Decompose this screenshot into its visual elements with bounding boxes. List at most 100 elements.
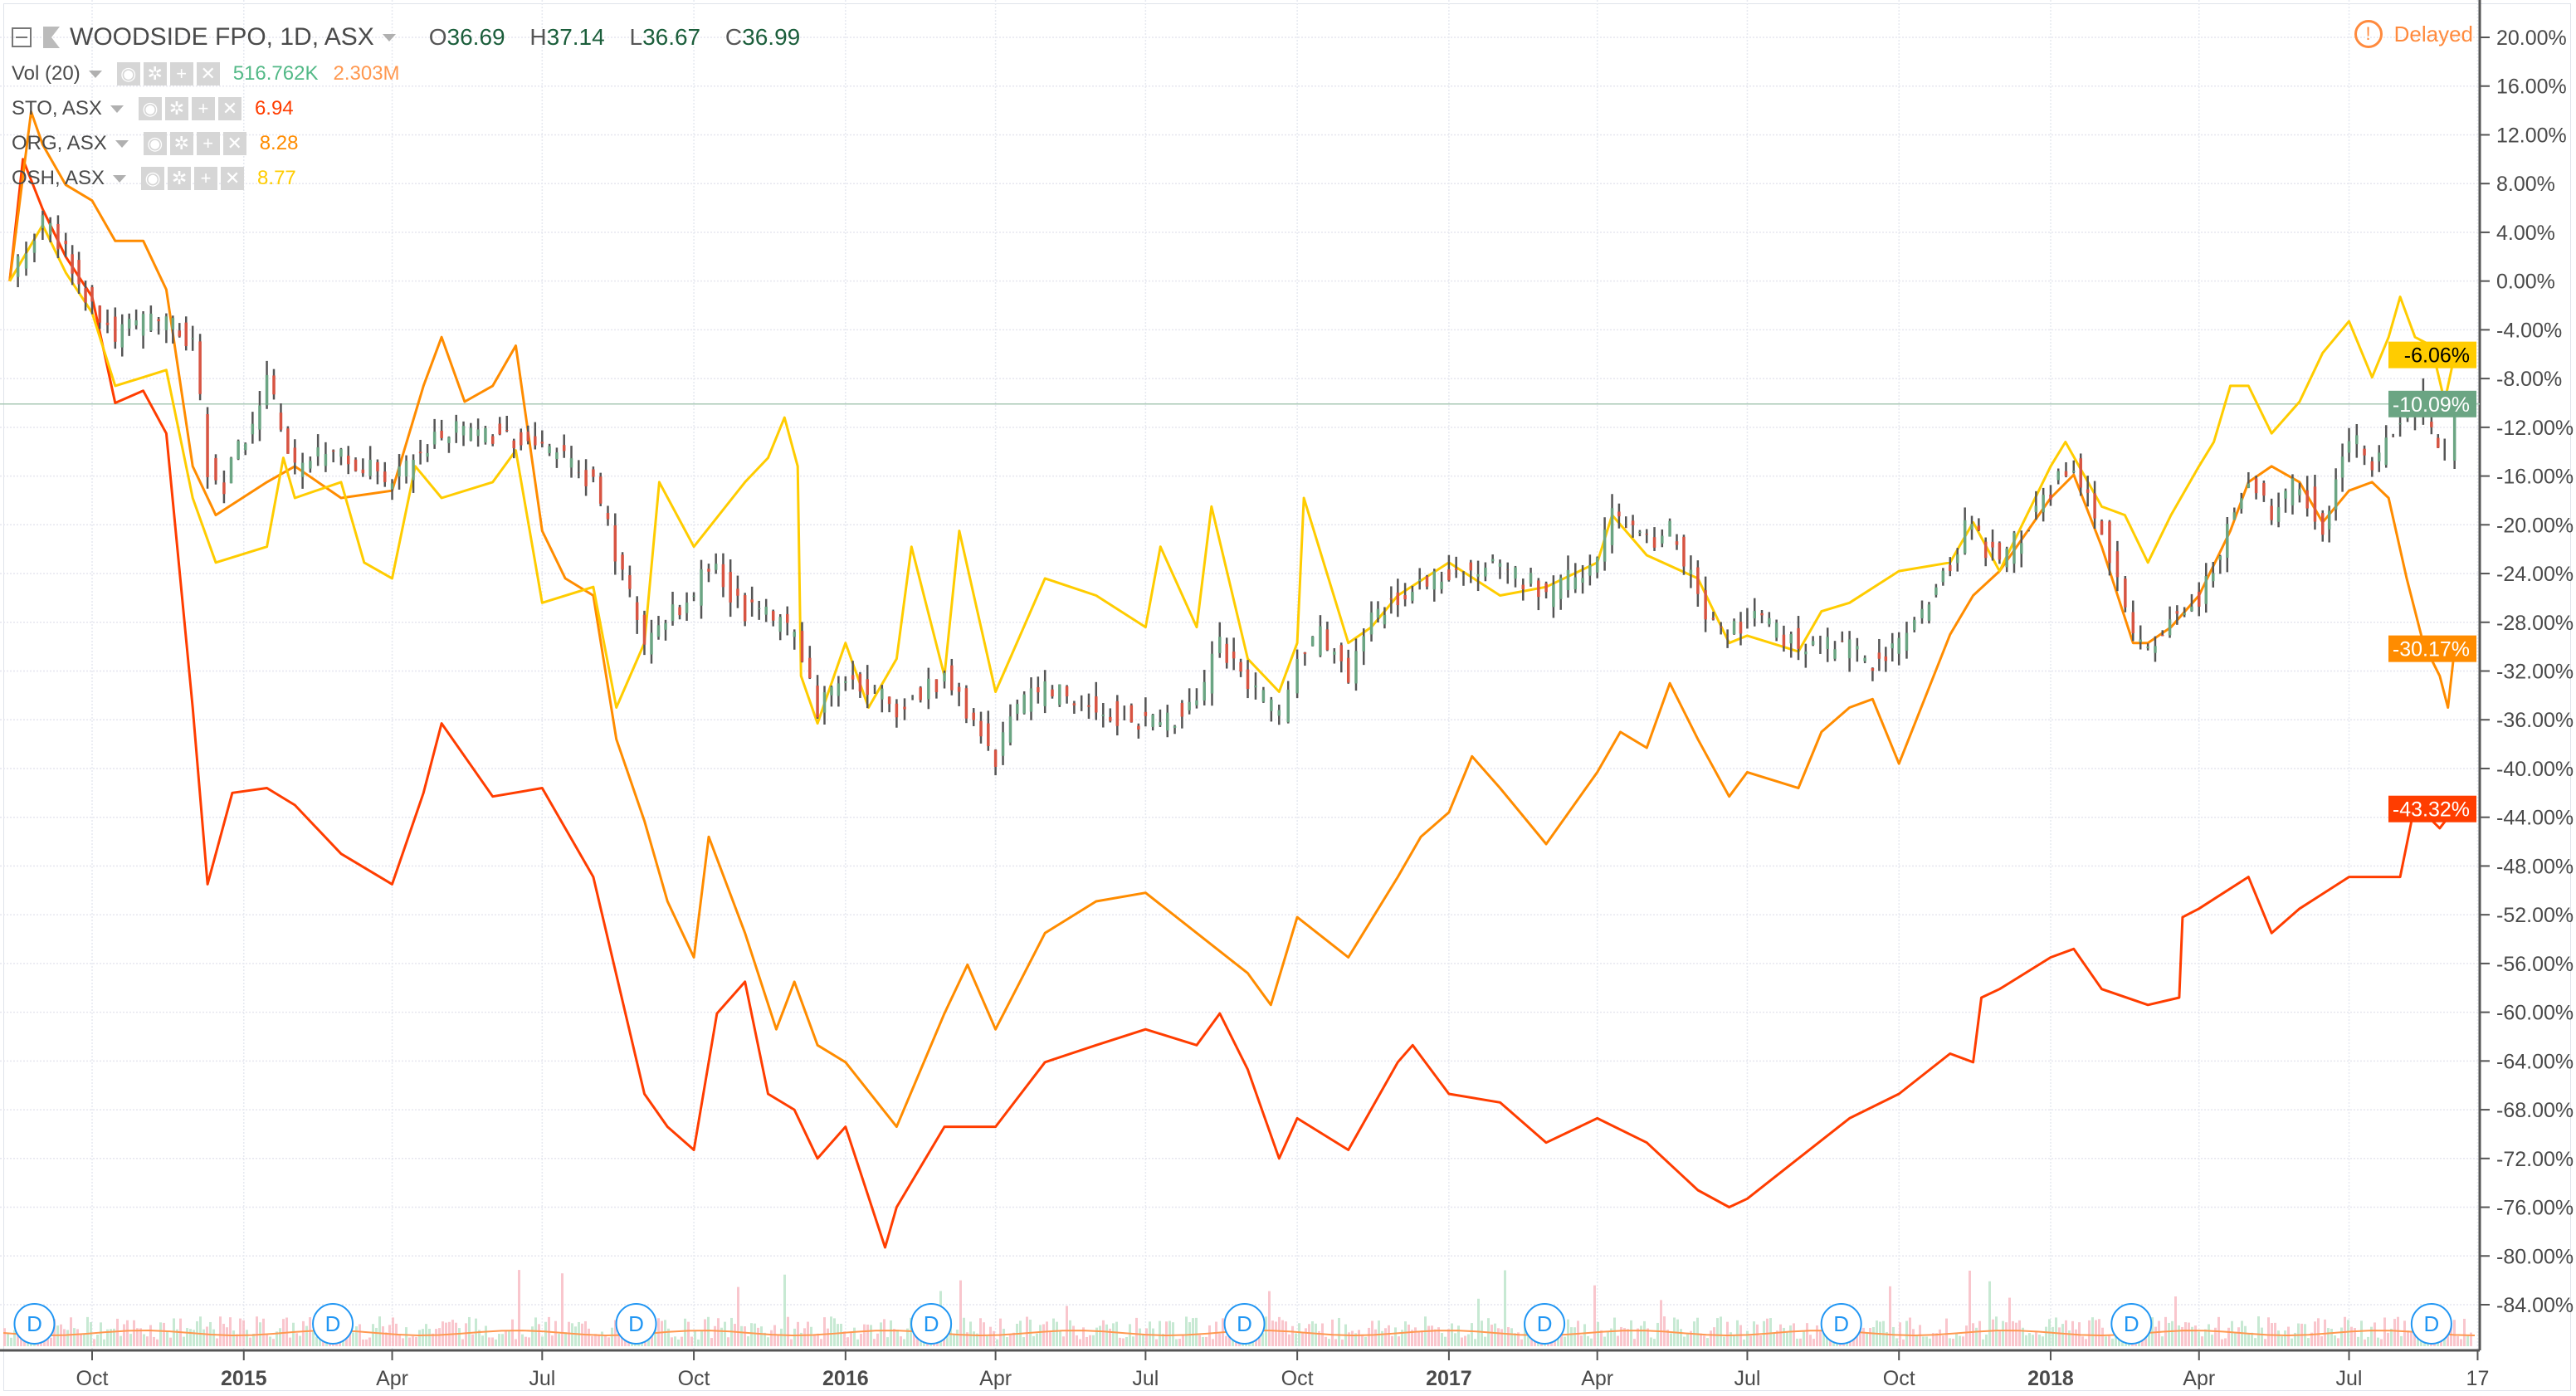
- close-value: 36.99: [742, 24, 801, 50]
- dividend-marker[interactable]: [13, 1303, 56, 1345]
- volume-bar: [843, 1331, 846, 1346]
- volume-bar: [1716, 1318, 1719, 1346]
- dividend-marker-label[interactable]: D: [628, 1311, 644, 1336]
- eye-icon[interactable]: ◉: [143, 132, 167, 155]
- legend-row: STO, ASX ◉ ✲ + ✕ 6.94: [12, 91, 818, 126]
- dividend-marker-label[interactable]: D: [1833, 1311, 1849, 1336]
- dividend-marker[interactable]: [312, 1303, 354, 1345]
- plus-icon[interactable]: +: [196, 132, 220, 155]
- volume-bar: [438, 1328, 441, 1346]
- dividend-marker-label[interactable]: D: [325, 1311, 341, 1336]
- volume-bar: [418, 1330, 421, 1346]
- eye-icon[interactable]: ◉: [138, 97, 162, 120]
- legend-label[interactable]: STO, ASX: [12, 97, 102, 120]
- eye-icon[interactable]: ◉: [116, 62, 140, 85]
- dividend-marker-label[interactable]: D: [27, 1311, 42, 1336]
- dividend-marker[interactable]: [2410, 1303, 2452, 1345]
- legend-label[interactable]: ORG, ASX: [12, 132, 107, 154]
- y-tick-label: -8.00%: [2496, 368, 2562, 391]
- volume-bar: [1736, 1320, 1739, 1346]
- volume-bar: [1723, 1336, 1725, 1346]
- chevron-down-icon[interactable]: [115, 139, 129, 148]
- gear-icon[interactable]: ✲: [143, 62, 167, 85]
- series-line-sto[interactable]: [8, 158, 2456, 1249]
- close-icon[interactable]: ✕: [222, 132, 246, 155]
- dividend-marker[interactable]: [2110, 1303, 2153, 1345]
- close-icon[interactable]: ✕: [196, 62, 220, 85]
- dividend-marker-label[interactable]: D: [924, 1311, 939, 1336]
- dividend-marker[interactable]: [1524, 1303, 1566, 1345]
- close-icon[interactable]: ✕: [217, 97, 242, 120]
- volume-bar: [607, 1337, 610, 1346]
- volume-bar: [2374, 1322, 2376, 1346]
- collapse-legend-icon[interactable]: [12, 27, 32, 47]
- volume-bar: [1105, 1324, 1108, 1346]
- dividend-marker[interactable]: [1820, 1303, 1862, 1345]
- gear-icon[interactable]: ✲: [169, 132, 193, 155]
- volume-bar: [246, 1330, 248, 1346]
- volume-bar: [1759, 1335, 1762, 1346]
- volume-bar: [574, 1326, 577, 1346]
- volume-bar: [846, 1337, 849, 1346]
- y-tick-label: -56.00%: [2496, 953, 2574, 976]
- dividend-marker[interactable]: [1223, 1303, 1266, 1345]
- volume-bar: [1706, 1338, 1709, 1346]
- volume-bar: [876, 1333, 879, 1346]
- legend-label[interactable]: Vol (20): [12, 62, 80, 85]
- volume-bar: [299, 1335, 301, 1346]
- low-value: 36.67: [642, 24, 701, 50]
- plus-icon[interactable]: +: [194, 167, 218, 190]
- dividend-marker[interactable]: [615, 1303, 657, 1345]
- volume-bar: [1205, 1336, 1208, 1346]
- plus-icon[interactable]: +: [169, 62, 193, 85]
- volume-bar: [2377, 1337, 2379, 1346]
- legend-label[interactable]: OSH, ASX: [12, 167, 105, 189]
- volume-bar: [1474, 1339, 1476, 1346]
- dividend-marker-label[interactable]: D: [2124, 1311, 2139, 1336]
- volume-bar: [212, 1329, 215, 1346]
- close-icon[interactable]: ✕: [221, 167, 245, 190]
- volume-bar: [2221, 1339, 2223, 1346]
- volume-bar: [1905, 1320, 1908, 1346]
- volume-bar: [1185, 1316, 1188, 1346]
- symbol-title[interactable]: WOODSIDE FPO, 1D, ASX: [70, 23, 374, 51]
- delayed-indicator[interactable]: ! Delayed: [2354, 20, 2473, 48]
- volume-bar: [2144, 1336, 2147, 1346]
- series-line-org[interactable]: [8, 110, 2456, 1129]
- volume-bar: [1052, 1318, 1055, 1346]
- volume-bar: [896, 1330, 899, 1346]
- volume-bar: [1481, 1320, 1483, 1346]
- chevron-down-icon[interactable]: [113, 174, 127, 183]
- dividend-marker-label[interactable]: D: [2423, 1311, 2439, 1336]
- flag-icon[interactable]: [43, 27, 60, 48]
- volume-bar: [840, 1323, 842, 1346]
- chevron-down-icon[interactable]: [110, 105, 124, 113]
- volume-bar: [63, 1329, 66, 1346]
- volume-bar: [2291, 1338, 2293, 1346]
- dividend-marker[interactable]: [910, 1303, 953, 1345]
- volume-bar: [681, 1336, 683, 1346]
- volume-bar: [2234, 1331, 2237, 1346]
- gear-icon[interactable]: ✲: [164, 97, 188, 120]
- chevron-down-icon[interactable]: [382, 33, 396, 41]
- dividend-marker-label[interactable]: D: [1537, 1311, 1553, 1336]
- volume-bar: [2367, 1336, 2369, 1346]
- chevron-down-icon[interactable]: [88, 70, 102, 78]
- volume-bar: [1444, 1336, 1447, 1346]
- gear-icon[interactable]: ✲: [168, 167, 192, 190]
- dividend-marker-label[interactable]: D: [1237, 1311, 1252, 1336]
- volume-bar: [498, 1334, 500, 1346]
- series-line-osh[interactable]: [8, 223, 2456, 725]
- volume-bar: [1477, 1298, 1480, 1346]
- volume-bar: [1822, 1324, 1825, 1346]
- volume-bar: [813, 1334, 816, 1346]
- volume-bar: [1291, 1325, 1294, 1346]
- volume-bar: [1710, 1330, 1712, 1346]
- plus-icon[interactable]: +: [191, 97, 215, 120]
- volume-bar: [538, 1324, 540, 1346]
- volume-bar: [1404, 1321, 1407, 1346]
- eye-icon[interactable]: ◉: [141, 167, 165, 190]
- volume-bar: [1331, 1319, 1334, 1346]
- last-value-label: -43.32%: [2393, 798, 2470, 822]
